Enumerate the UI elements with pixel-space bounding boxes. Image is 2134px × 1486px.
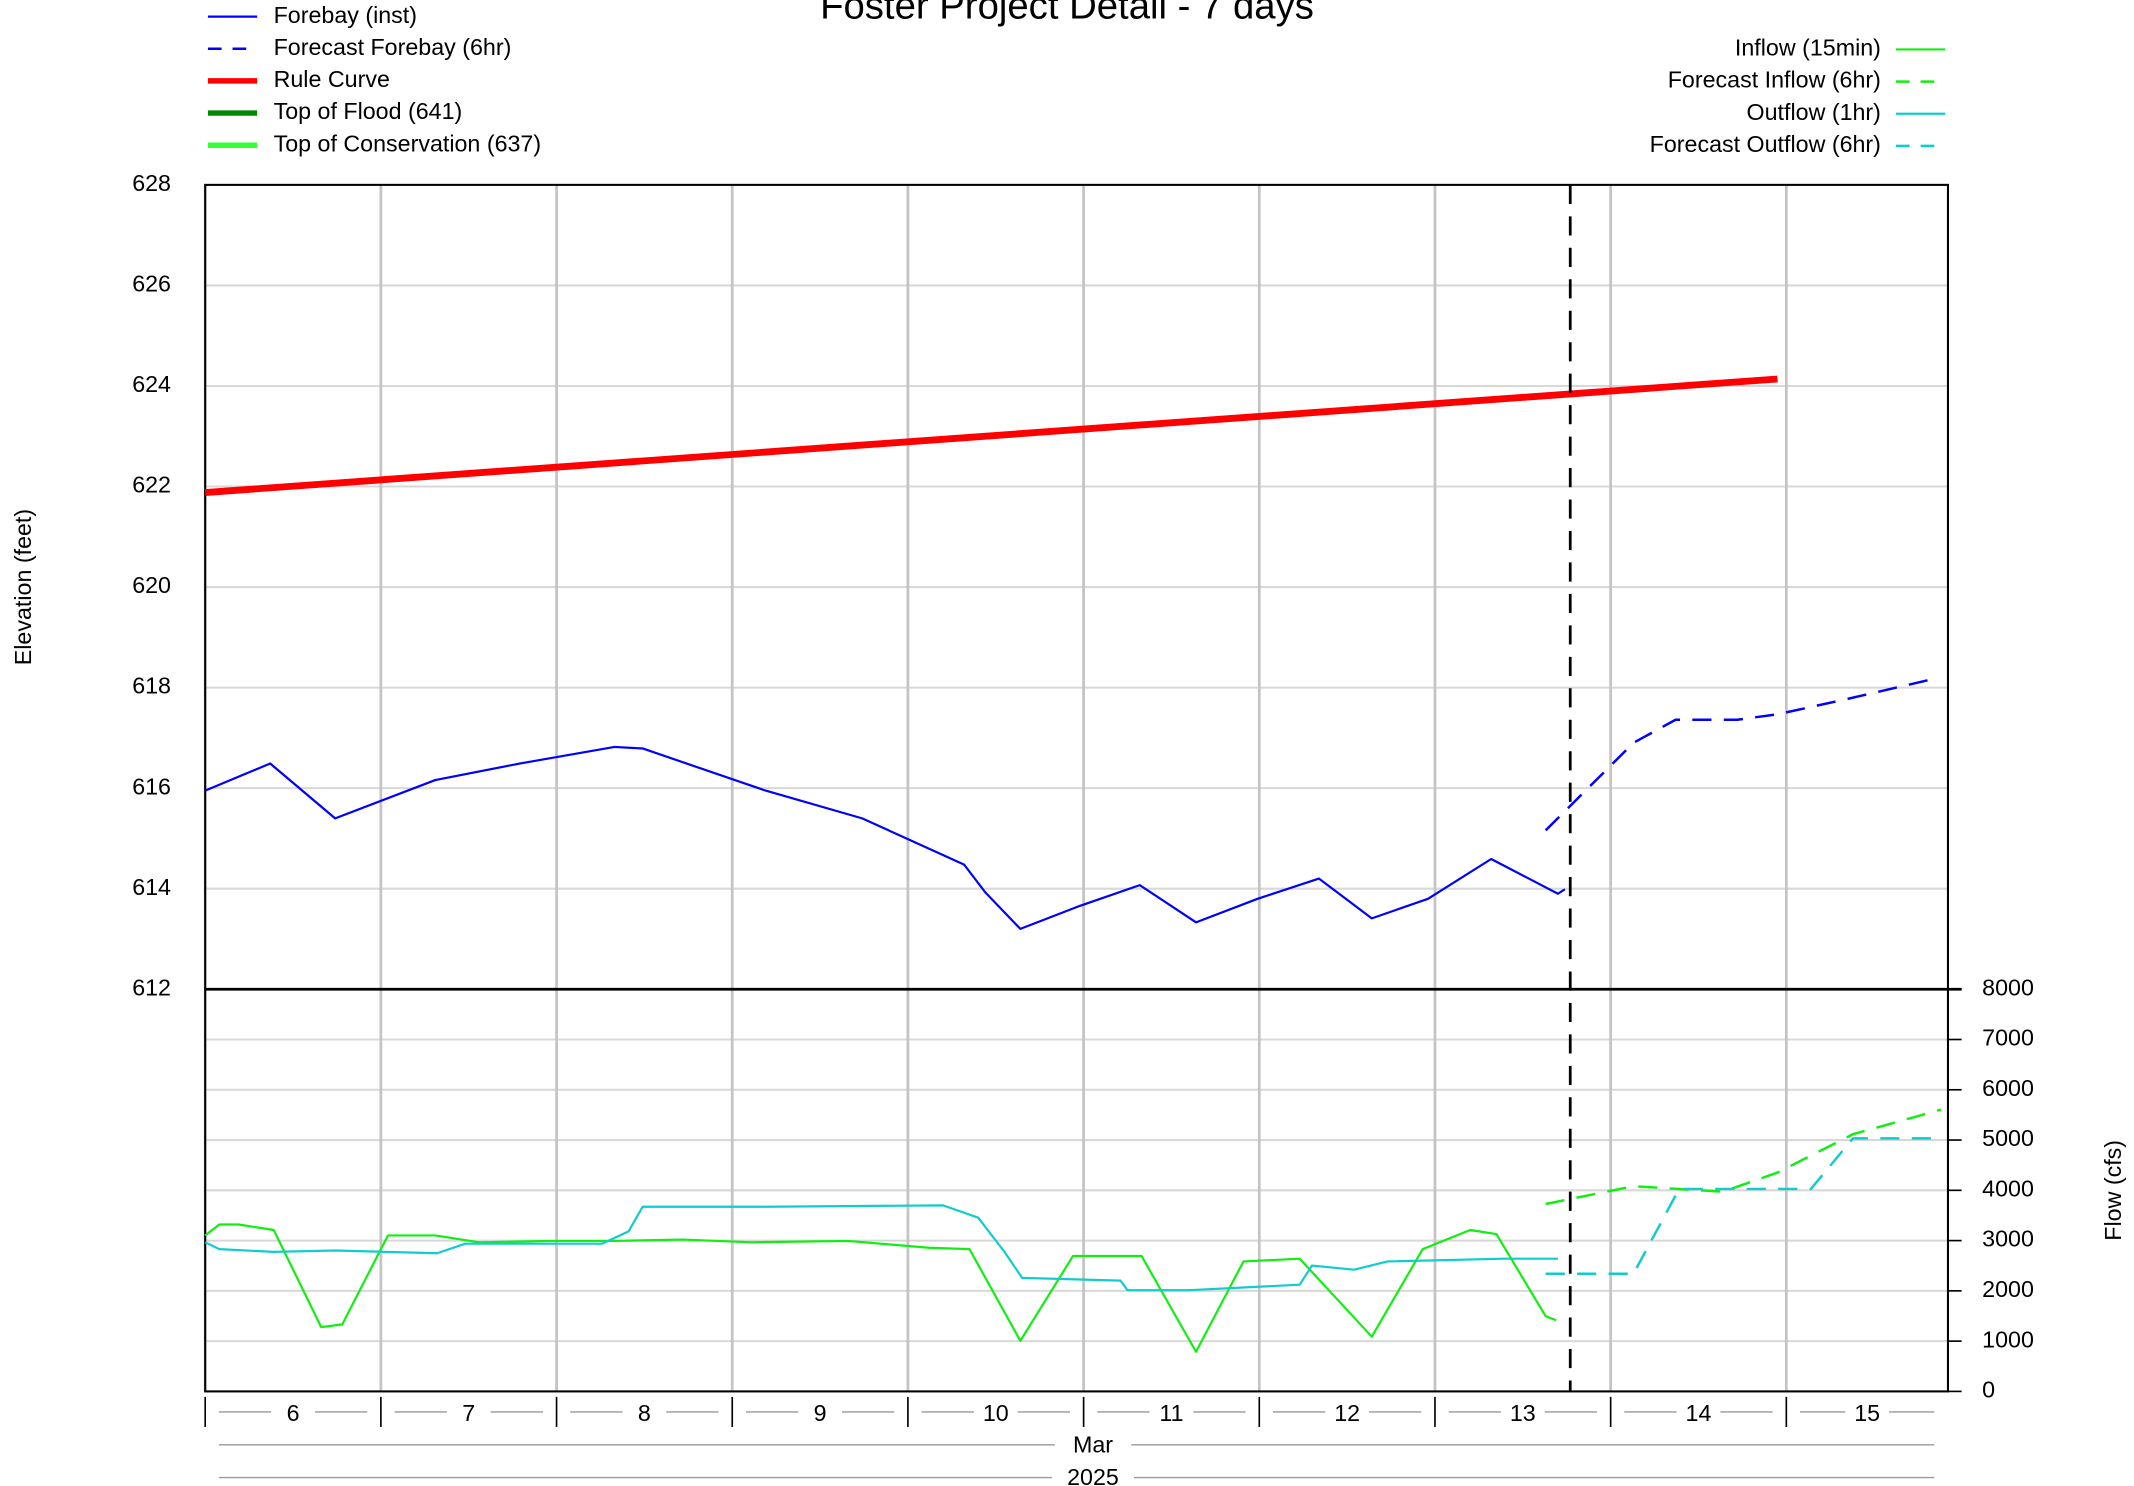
x-tick-label: 8 — [638, 1400, 651, 1426]
x-tick-label: 11 — [1159, 1400, 1183, 1426]
series-line — [1545, 1137, 1941, 1275]
series-line — [204, 1204, 1558, 1292]
y2-tick-label: 4000 — [1982, 1175, 2034, 1201]
y2-tick-label: 8000 — [1982, 974, 2034, 1000]
x-tick-label: 6 — [287, 1400, 300, 1426]
legend-label: Forecast Outflow (6hr) — [1650, 131, 1881, 157]
legend-label: Forecast Forebay (6hr) — [274, 34, 512, 60]
x-tick-label: 7 — [462, 1400, 475, 1426]
x-tick-label: 14 — [1686, 1400, 1712, 1426]
y-tick-label: 628 — [132, 170, 171, 196]
series-line — [204, 1223, 1557, 1353]
legend-label: Top of Flood (641) — [274, 98, 463, 124]
series-line — [1545, 1108, 1942, 1206]
y-tick-label: 622 — [132, 472, 171, 498]
legend-label: Outflow (1hr) — [1747, 99, 1881, 125]
y2-tick-label: 2000 — [1982, 1276, 2034, 1302]
legend-label: Forecast Inflow (6hr) — [1668, 67, 1881, 93]
y2-axis-label: Flow (cfs) — [2100, 1140, 2126, 1241]
x-tick-label: 9 — [814, 1400, 827, 1426]
y-tick-label: 620 — [132, 572, 171, 598]
y2-tick-label: 5000 — [1982, 1125, 2034, 1151]
legend-label: Forebay (inst) — [274, 2, 417, 28]
chart-title: Foster Project Detail - 7 days — [820, 0, 1314, 28]
y-tick-label: 612 — [132, 974, 171, 1000]
x-month-label: Mar — [1073, 1431, 1113, 1457]
plot-frame — [204, 183, 1949, 1393]
y-tick-label: 618 — [132, 673, 171, 699]
y2-tick-label: 1000 — [1982, 1326, 2034, 1352]
legend-label: Rule Curve — [274, 66, 390, 92]
y2-tick-label: 3000 — [1982, 1226, 2034, 1252]
series-line — [204, 375, 1778, 496]
x-tick-label: 13 — [1510, 1400, 1536, 1426]
y2-tick-label: 7000 — [1982, 1025, 2034, 1051]
y-tick-label: 626 — [132, 271, 171, 297]
y2-tick-label: 6000 — [1982, 1075, 2034, 1101]
y-axis-label: Elevation (feet) — [10, 509, 36, 665]
series-line — [204, 745, 1566, 930]
legend-label: Inflow (15min) — [1735, 35, 1881, 61]
x-tick-label: 12 — [1334, 1400, 1360, 1426]
x-tick-label: 10 — [983, 1400, 1009, 1426]
legend-label: Top of Conservation (637) — [274, 130, 542, 156]
series-line — [1544, 678, 1929, 832]
y-tick-label: 614 — [132, 874, 171, 900]
y-tick-label: 624 — [132, 371, 171, 397]
y-tick-label: 616 — [132, 773, 171, 799]
x-year-label: 2025 — [1067, 1464, 1119, 1486]
y2-tick-label: 0 — [1982, 1377, 1995, 1403]
x-tick-label: 15 — [1854, 1400, 1880, 1426]
